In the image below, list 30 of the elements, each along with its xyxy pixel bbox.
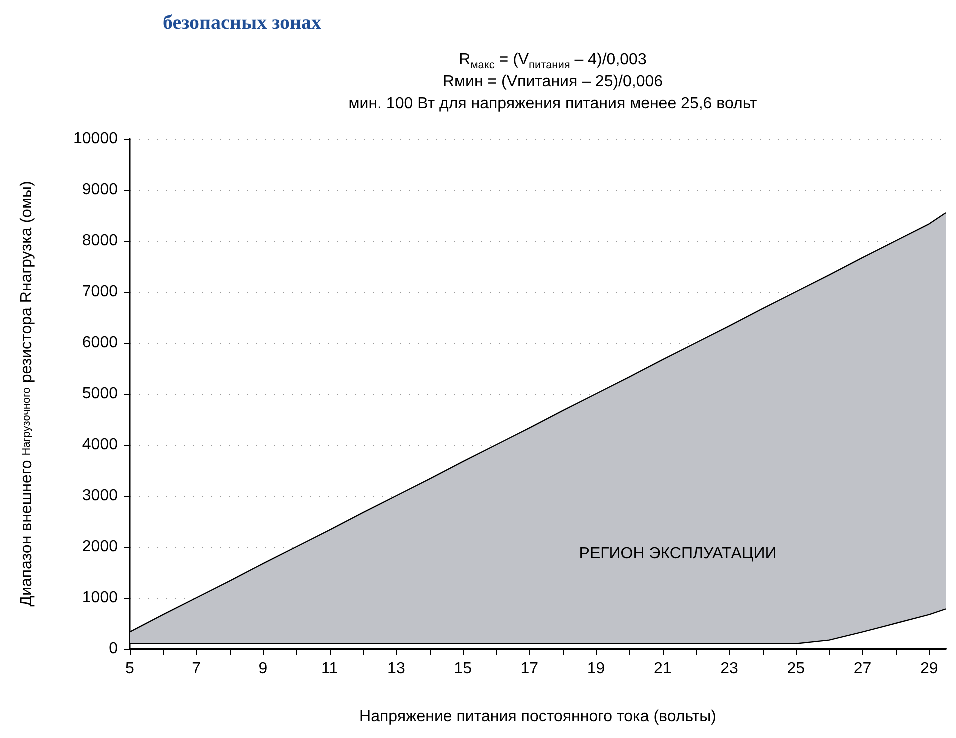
- x-tick-label: 23: [720, 660, 739, 678]
- chart-title: безопасных зонах: [163, 12, 322, 34]
- y-tick-label: 5000: [82, 386, 118, 402]
- text: мин. 100 Вт для напряжения питания менее 25,6 вольт: [348, 96, 758, 112]
- y-axis-title: Диапазон внешнего Нагрузочного резистора Rнагрузка (омы): [18, 181, 36, 607]
- x-tick-label: 5: [126, 660, 135, 678]
- x-tick-label: 13: [388, 660, 406, 678]
- y-tick-label: 2000: [82, 538, 118, 556]
- x-tick-label: 21: [654, 660, 672, 678]
- y-tick-label: 8000: [82, 232, 118, 250]
- x-tick-label: 19: [587, 660, 606, 678]
- y-tick-label: 1000: [82, 590, 118, 606]
- y-tick-label: 6000: [82, 334, 118, 352]
- x-tick-label: 9: [258, 660, 268, 678]
- y-tick-label: 9000: [82, 182, 118, 198]
- x-tick-label: 17: [520, 660, 539, 678]
- y-tick-label: 4000: [82, 436, 118, 454]
- x-tick-label: 7: [192, 660, 202, 678]
- x-tick-label: 11: [322, 660, 338, 678]
- x-tick-label: 15: [454, 660, 472, 678]
- x-tick-label: 25: [787, 660, 806, 678]
- x-axis-title: Напряжение питания постоянного тока (вольты): [360, 708, 716, 726]
- y-tick-label: 0: [109, 640, 118, 658]
- y-tick-label: 10000: [74, 130, 118, 148]
- y-tick-label: 3000: [82, 488, 118, 504]
- annotation: РЕГИОН ЭКСПЛУАТАЦИИ: [579, 546, 777, 562]
- y-tick-label: 7000: [82, 284, 118, 300]
- text: Rмин = (Vпитания – 25)/0,006: [442, 74, 664, 90]
- x-tick-label: 29: [920, 660, 938, 678]
- x-tick-label: 27: [854, 660, 872, 678]
